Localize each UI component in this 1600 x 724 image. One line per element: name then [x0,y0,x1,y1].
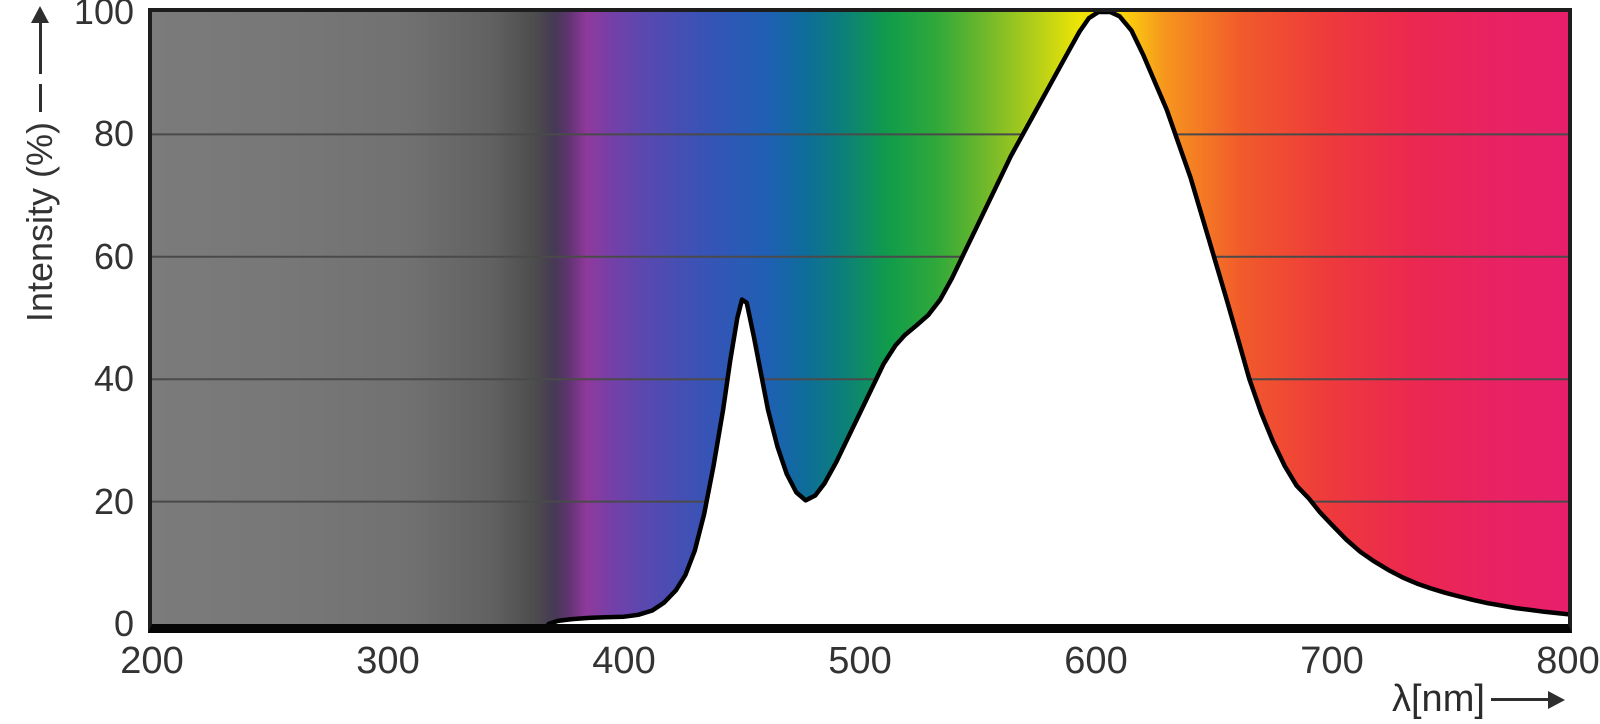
right-arrow-icon [1490,690,1565,709]
y-tick-label-40: 40 [93,358,134,400]
x-axis-title-group: λ[nm] [1392,678,1565,721]
y-tick-label-100: 100 [73,0,134,32]
y-tick-label-20: 20 [93,480,134,522]
under-curve-area [548,12,1568,624]
y-axis-dash [38,84,42,112]
x-tick-label-300: 300 [356,640,420,682]
x-tick-label-400: 400 [592,640,656,682]
x-tick-label-700: 700 [1300,640,1364,682]
y-axis-title-group: Intensity (%) [18,6,62,342]
spectral-curve [546,12,1568,624]
x-tick-label-600: 600 [1064,640,1128,682]
x-tick-label-200: 200 [120,640,184,682]
x-tick-label-500: 500 [828,640,892,682]
y-tick-label-60: 60 [93,235,134,277]
plot-area [148,8,1572,633]
y-tick-label-0: 0 [113,603,134,644]
spectral-curve-svg [152,12,1568,624]
x-axis-title: λ[nm] [1392,678,1485,720]
y-tick-label-80: 80 [93,113,134,155]
x-tick-label-800: 800 [1536,640,1600,682]
